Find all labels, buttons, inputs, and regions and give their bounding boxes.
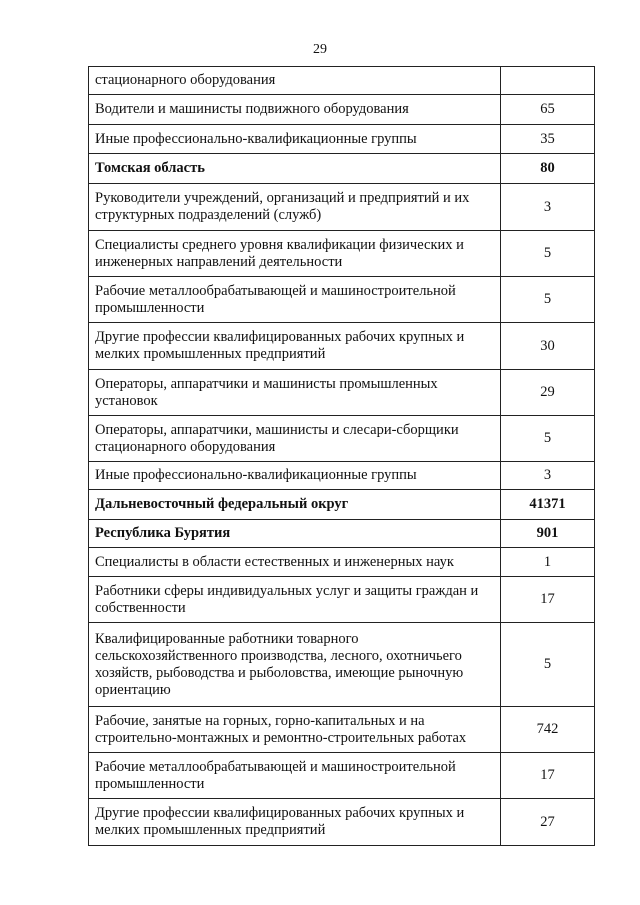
row-label: Томская область [88, 153, 501, 184]
table-row: Операторы, аппаратчики и машинисты промы… [88, 369, 595, 416]
row-value: 41371 [500, 489, 595, 520]
table-row: Республика Бурятия 901 [88, 519, 595, 548]
row-value: 5 [500, 415, 595, 462]
row-value: 3 [500, 461, 595, 490]
row-label: Рабочие, занятые на горных, горно-капита… [88, 706, 501, 753]
table-row: Рабочие металлообрабатывающей и машиност… [88, 276, 595, 323]
row-label: Квалифицированные работники товарного се… [88, 622, 501, 707]
row-label: Дальневосточный федеральный округ [88, 489, 501, 520]
table-row: Водители и машинисты подвижного оборудов… [88, 94, 595, 125]
row-value: 5 [500, 230, 595, 277]
row-value: 5 [500, 622, 595, 707]
table-row: Специалисты в области естественных и инж… [88, 547, 595, 577]
row-value: 742 [500, 706, 595, 753]
row-label: Работники сферы индивидуальных услуг и з… [88, 576, 501, 623]
table-row: Рабочие металлообрабатывающей и машиност… [88, 752, 595, 799]
table-row: Руководители учреждений, организаций и п… [88, 183, 595, 231]
row-value: 30 [500, 322, 595, 370]
table-row: Работники сферы индивидуальных услуг и з… [88, 576, 595, 623]
row-label: Операторы, аппаратчики и машинисты промы… [88, 369, 501, 416]
row-label: Специалисты среднего уровня квалификации… [88, 230, 501, 277]
row-value: 901 [500, 519, 595, 548]
table-row: Иные профессионально-квалификационные гр… [88, 461, 595, 490]
table-row: Дальневосточный федеральный округ 41371 [88, 489, 595, 520]
row-label: стационарного оборудования [88, 66, 501, 95]
row-value: 35 [500, 124, 595, 154]
table-row: стационарного оборудования [88, 66, 595, 95]
row-label: Рабочие металлообрабатывающей и машиност… [88, 276, 501, 323]
table: стационарного оборудования Водители и маш… [88, 66, 595, 846]
row-value [500, 66, 595, 95]
table-row: Операторы, аппаратчики, машинисты и слес… [88, 415, 595, 462]
row-label: Водители и машинисты подвижного оборудов… [88, 94, 501, 125]
table-row: Томская область 80 [88, 153, 595, 184]
row-label: Специалисты в области естественных и инж… [88, 547, 501, 577]
row-label: Иные профессионально-квалификационные гр… [88, 124, 501, 154]
row-value: 27 [500, 798, 595, 846]
row-value: 5 [500, 276, 595, 323]
row-label: Рабочие металлообрабатывающей и машиност… [88, 752, 501, 799]
table-row: Иные профессионально-квалификационные гр… [88, 124, 595, 154]
row-label: Республика Бурятия [88, 519, 501, 548]
table-row: Квалифицированные работники товарного се… [88, 622, 595, 707]
row-value: 17 [500, 576, 595, 623]
row-value: 3 [500, 183, 595, 231]
page-number: 29 [313, 42, 327, 57]
row-value: 1 [500, 547, 595, 577]
table-row: Другие профессии квалифицированных рабоч… [88, 798, 595, 846]
row-value: 17 [500, 752, 595, 799]
table-row: Рабочие, занятые на горных, горно-капита… [88, 706, 595, 753]
row-label: Иные профессионально-квалификационные гр… [88, 461, 501, 490]
row-value: 80 [500, 153, 595, 184]
row-label: Другие профессии квалифицированных рабоч… [88, 798, 501, 846]
row-label: Руководители учреждений, организаций и п… [88, 183, 501, 231]
row-value: 65 [500, 94, 595, 125]
row-label: Операторы, аппаратчики, машинисты и слес… [88, 415, 501, 462]
table-row: Специалисты среднего уровня квалификации… [88, 230, 595, 277]
table-row: Другие профессии квалифицированных рабоч… [88, 322, 595, 370]
row-value: 29 [500, 369, 595, 416]
row-label: Другие профессии квалифицированных рабоч… [88, 322, 501, 370]
